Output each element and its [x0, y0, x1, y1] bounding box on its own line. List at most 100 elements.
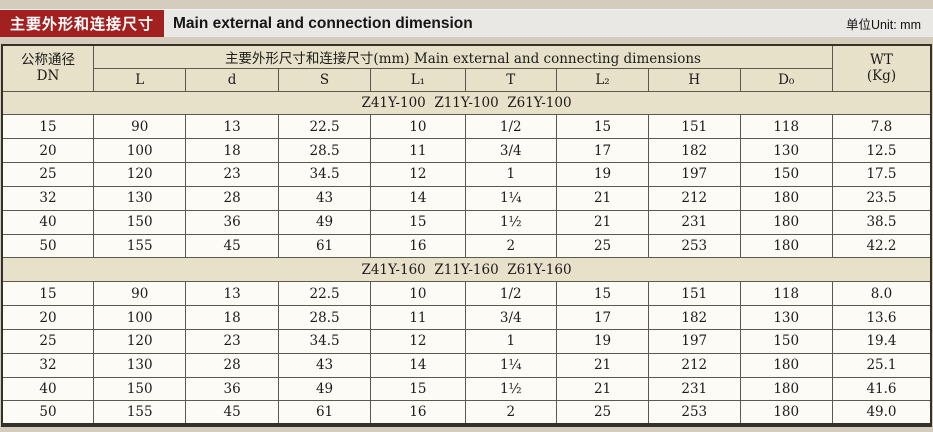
table-cell: 25	[556, 233, 650, 259]
table-cell: 34.5	[277, 162, 372, 187]
table-cell: 14	[370, 352, 466, 378]
column-header-dn-zh: 公称通径	[21, 52, 75, 69]
table-cell: 155	[92, 233, 187, 259]
table-cell: 49	[277, 209, 372, 235]
table-cell: 20	[1, 305, 94, 330]
table-row: 40 150 36 49 15 1½ 21 231 180 38.5	[1, 209, 932, 235]
table-cell: 231	[648, 376, 741, 402]
table-cell: 15	[1, 281, 94, 307]
column-header-dn-en: DN	[36, 68, 60, 85]
table-cell: 15	[1, 114, 94, 140]
table-cell: 120	[92, 328, 187, 354]
table-cell: 12	[370, 162, 466, 187]
table-cell: 23	[185, 328, 279, 354]
table-row: 32 130 28 43 14 1¼ 21 212 180 25.1	[1, 352, 932, 378]
column-header-dn: 公称通径 DN	[1, 44, 94, 92]
table-cell: 45	[185, 400, 279, 426]
column-header-l1: L₁	[370, 67, 466, 92]
page-title-chinese: 主要外形和连接尺寸	[0, 10, 165, 37]
table-cell: 3/4	[464, 305, 558, 330]
table-cell: 12.5	[831, 138, 932, 164]
title-bar: 主要外形和连接尺寸 Main external and connection d…	[0, 9, 933, 37]
table-cell: 1¼	[464, 352, 558, 378]
table-cell: 61	[277, 400, 372, 426]
table-cell: 40	[1, 209, 94, 235]
page-title: Main external and connection dimension	[173, 14, 473, 32]
table-cell: 2	[464, 400, 558, 426]
model-series-row: Z41Y-160 Z11Y-160 Z61Y-160	[1, 257, 932, 283]
table-cell: 21	[556, 352, 650, 378]
table-cell: 1½	[464, 209, 558, 235]
table-cell: 180	[739, 185, 833, 211]
table-row: 20 100 18 28.5 11 3/4 17 182 130 12.5	[1, 138, 932, 164]
header-row-2: L d S L₁ T L₂ H D₀	[2, 67, 931, 92]
table-cell: 43	[277, 185, 372, 211]
table-cell: 13	[185, 281, 279, 307]
column-header-d: d	[185, 67, 279, 92]
column-header-d0: D₀	[739, 67, 833, 92]
table-cell: 21	[556, 209, 650, 235]
table-cell: 22.5	[277, 114, 372, 140]
table-cell: 118	[739, 281, 833, 307]
column-header-s: S	[277, 67, 372, 92]
table-cell: 18	[185, 138, 279, 164]
table-cell: 18	[185, 305, 279, 330]
table-cell: 253	[648, 233, 741, 259]
table-cell: 3/4	[464, 138, 558, 164]
table-row: 50 155 45 61 16 2 25 253 180 49.0	[1, 400, 932, 426]
table-cell: 15	[556, 281, 650, 307]
table-cell: 32	[1, 352, 94, 378]
table-row: 25 120 23 34.5 12 1 19 197 150 19.4	[1, 328, 932, 354]
table-cell: 130	[92, 185, 187, 211]
table-cell: 2	[464, 233, 558, 259]
header-row-1: 公称通径 DN 主要外形尺寸和连接尺寸(mm) Main external an…	[1, 44, 932, 92]
table-cell: 43	[277, 352, 372, 378]
table-row: 32 130 28 43 14 1¼ 21 212 180 23.5	[1, 185, 932, 211]
table-cell: 17.5	[831, 162, 932, 187]
table-cell: 28	[185, 185, 279, 211]
table-cell: 20	[1, 138, 94, 164]
table-cell: 38.5	[831, 209, 932, 235]
column-header-l: L	[92, 67, 187, 92]
table-cell: 42.2	[831, 233, 932, 259]
table-cell: 150	[92, 376, 187, 402]
table-cell: 49.0	[831, 400, 932, 426]
table-cell: 231	[648, 209, 741, 235]
unit-label: 单位Unit: mm	[845, 18, 921, 32]
column-header-t: T	[464, 67, 558, 92]
table-cell: 253	[648, 400, 741, 426]
table-cell: 21	[556, 376, 650, 402]
group-header: 主要外形尺寸和连接尺寸(mm) Main external and connec…	[93, 44, 833, 69]
table-row: 25 120 23 34.5 12 1 19 197 150 17.5	[1, 162, 932, 187]
table-cell: 16	[370, 400, 466, 426]
table-cell: 118	[739, 114, 833, 140]
table-cell: 10	[370, 114, 466, 140]
table-cell: 8.0	[831, 281, 932, 307]
table-cell: 19	[556, 328, 650, 354]
table-cell: 32	[1, 185, 94, 211]
table-cell: 100	[92, 138, 187, 164]
table-cell: 11	[370, 305, 466, 330]
table-cell: 41.6	[831, 376, 932, 402]
table-cell: 36	[185, 376, 279, 402]
table-cell: 150	[739, 162, 833, 187]
table-cell: 12	[370, 328, 466, 354]
table-cell: 182	[648, 305, 741, 330]
table-cell: 212	[648, 352, 741, 378]
table-row: 50 155 45 61 16 2 25 253 180 42.2	[1, 233, 932, 259]
table-cell: 22.5	[277, 281, 372, 307]
model-series-row: Z41Y-100 Z11Y-100 Z61Y-100	[1, 90, 932, 116]
table-cell: 28.5	[277, 138, 372, 164]
table-cell: 28	[185, 352, 279, 378]
table-cell: 36	[185, 209, 279, 235]
table-cell: 25.1	[831, 352, 932, 378]
table-cell: 150	[739, 328, 833, 354]
column-header-l2: L₂	[556, 67, 650, 92]
table-cell: 19.4	[831, 328, 932, 354]
table-cell: 40	[1, 376, 94, 402]
table-cell: 1/2	[464, 114, 558, 140]
table-cell: 180	[739, 400, 833, 426]
table-cell: 90	[92, 281, 187, 307]
column-header-wt-line2: (Kg)	[866, 68, 897, 85]
table-cell: 15	[370, 376, 466, 402]
